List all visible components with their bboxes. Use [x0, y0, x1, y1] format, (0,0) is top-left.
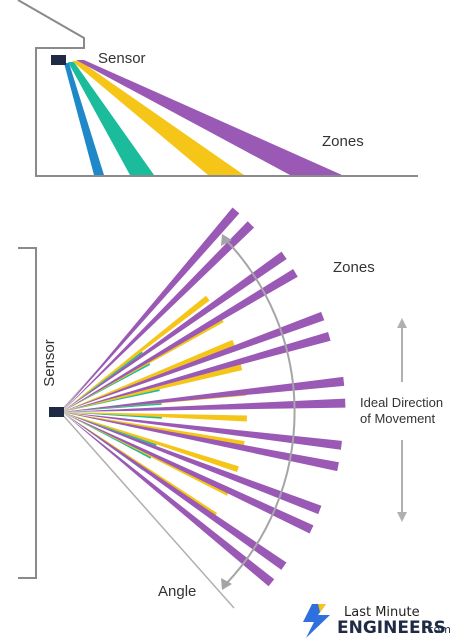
direction-arrow-head-down: [397, 512, 407, 522]
beam-yellow: [62, 412, 247, 422]
direction-label-line1: Ideal Direction: [360, 395, 443, 410]
beam-teal: [62, 412, 152, 459]
top-zones-label: Zones: [333, 259, 375, 276]
beam-purple: [62, 268, 298, 412]
logo-line1: Last Minute: [344, 605, 420, 620]
beam-yellow: [62, 412, 230, 496]
direction-label-line2: of Movement: [360, 411, 436, 426]
sensor-bracket: [18, 247, 37, 579]
beam-purple: [62, 412, 287, 570]
top-view: Sensor Zones Angle Ideal Direction of Mo…: [18, 207, 443, 609]
beam-yellow: [62, 339, 235, 412]
beam-purple: [62, 376, 345, 412]
direction-arrow-head-up: [397, 318, 407, 328]
angle-arrow-bottom: [221, 578, 232, 590]
side-view: Sensor Zones: [17, 0, 418, 177]
top-sensor-icon: [49, 407, 64, 417]
top-sensor-label: Sensor: [41, 339, 58, 387]
beam-purple: [62, 412, 314, 534]
beam-purple: [62, 412, 275, 587]
brand-logo: Last Minute ENGINEERS .com: [303, 604, 450, 638]
logo-suffix: .com: [424, 623, 450, 636]
beam-purple: [76, 60, 342, 175]
detection-fan: [62, 207, 346, 587]
beam-purple: [62, 311, 325, 412]
logo-line2: ENGINEERS: [337, 618, 446, 638]
beam-yellow: [62, 364, 243, 412]
angle-arrow-top: [221, 234, 232, 246]
beam-teal: [68, 62, 154, 175]
angle-arc: [225, 239, 296, 585]
beam-yellow: [72, 61, 244, 175]
beam-yellow: [62, 412, 239, 473]
sensor-icon: [51, 55, 66, 65]
beam-purple: [62, 398, 346, 412]
beam-purple: [62, 207, 240, 412]
beam-purple: [62, 412, 339, 472]
side-zones-label: Zones: [322, 133, 364, 150]
beam-blue: [64, 63, 104, 175]
beam-purple: [62, 221, 255, 412]
beam-purple: [62, 412, 342, 450]
beam-purple: [62, 412, 322, 515]
beam-teal: [62, 412, 162, 419]
beam-yellow: [62, 295, 210, 412]
angle-label: Angle: [158, 583, 196, 600]
wall-outline: [17, 0, 418, 177]
beam-purple: [62, 251, 287, 412]
lightning-bolt-icon: [303, 604, 330, 638]
field-edge-bottom: [61, 413, 235, 609]
beam-purple: [62, 332, 331, 412]
beam-teal: [62, 412, 158, 446]
side-sensor-label: Sensor: [98, 50, 146, 67]
